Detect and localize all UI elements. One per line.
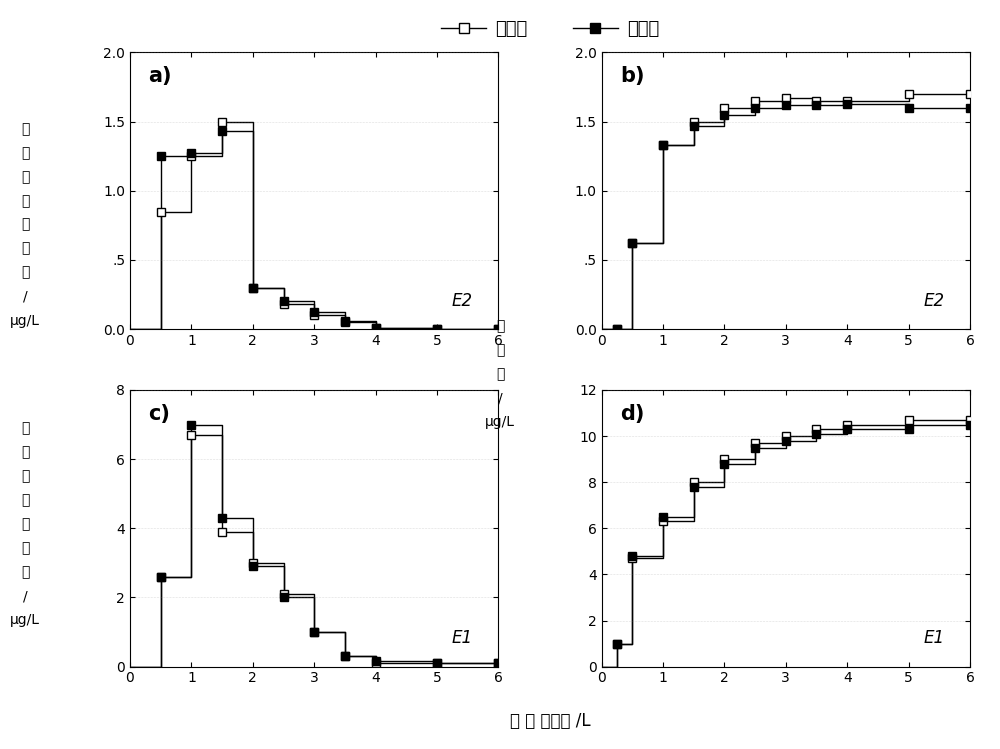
Text: μg/L: μg/L [10, 314, 40, 327]
Text: 淋: 淋 [21, 422, 29, 435]
Text: μg/L: μg/L [10, 613, 40, 627]
Text: 出: 出 [21, 446, 29, 459]
Legend: 实验值, 模拟值: 实验值, 模拟值 [434, 13, 666, 45]
Text: 出: 出 [496, 344, 504, 357]
Text: /: / [23, 589, 27, 603]
Text: d): d) [620, 404, 644, 424]
Text: c): c) [148, 404, 170, 424]
Text: μg/L: μg/L [485, 416, 515, 429]
Text: 液: 液 [21, 170, 29, 184]
Text: 度: 度 [21, 266, 29, 279]
Text: 中: 中 [21, 494, 29, 507]
Text: b): b) [620, 66, 644, 86]
Text: 淋 溶 液体积 /L: 淋 溶 液体积 /L [510, 712, 590, 730]
Text: 的: 的 [21, 218, 29, 231]
Text: E2: E2 [452, 291, 473, 310]
Text: 出: 出 [21, 146, 29, 160]
Text: /: / [23, 290, 27, 303]
Text: 浓: 浓 [21, 242, 29, 255]
Text: 淋: 淋 [21, 122, 29, 136]
Text: E1: E1 [923, 629, 944, 647]
Text: E2: E2 [923, 291, 944, 310]
Text: E1: E1 [452, 629, 473, 647]
Text: a): a) [148, 66, 172, 86]
Text: 浓: 浓 [21, 542, 29, 555]
Text: 中: 中 [21, 194, 29, 207]
Text: /: / [498, 392, 502, 405]
Text: 量: 量 [496, 368, 504, 381]
Text: 淋: 淋 [496, 320, 504, 333]
Text: 液: 液 [21, 470, 29, 483]
Text: 度: 度 [21, 565, 29, 579]
Text: 的: 的 [21, 518, 29, 531]
